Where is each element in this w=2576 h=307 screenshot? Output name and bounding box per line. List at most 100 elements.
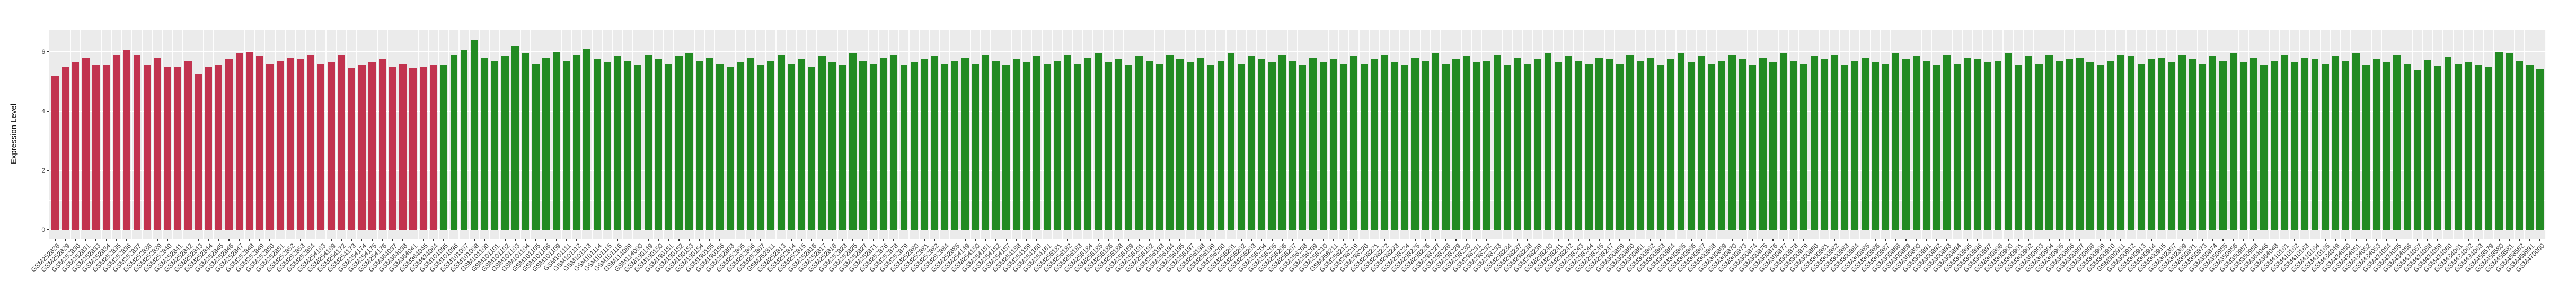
gridline-vertical (2002, 30, 2004, 239)
x-tick (85, 239, 86, 241)
x-tick (1005, 239, 1007, 241)
x-tick (1261, 239, 1263, 241)
x-tick (2376, 239, 2377, 241)
bar-GSM252879 (900, 65, 908, 230)
gridline-vertical (1154, 30, 1155, 239)
gridline-vertical (592, 30, 593, 239)
bar-GSM300903 (2035, 64, 2043, 230)
x-tick (2427, 239, 2428, 241)
x-tick (2222, 239, 2224, 241)
x-tick (699, 239, 700, 241)
gridline-vertical (867, 30, 869, 239)
bar-GSM364038 (399, 64, 407, 230)
bar-GSM300864 (1667, 59, 1674, 230)
gridline-vertical (1634, 30, 1636, 239)
gridline-vertical (479, 30, 480, 239)
bar-GSM190154 (695, 60, 703, 230)
gridline-vertical (1113, 30, 1114, 239)
bar-GSM300867 (1698, 56, 1705, 230)
gridline-vertical (1246, 30, 1247, 239)
bar-GSM350957 (2239, 62, 2247, 230)
x-tick (239, 239, 240, 241)
bar-GSM300886 (1872, 62, 1879, 230)
bar-GSM101100 (481, 58, 489, 230)
y-tick-label: 2 (41, 167, 45, 174)
bar-GSM190153 (685, 53, 693, 230)
gridline-vertical (1317, 30, 1319, 239)
gridline-vertical (1573, 30, 1574, 239)
x-tick (525, 239, 526, 241)
bar-GSM101103 (511, 46, 519, 230)
x-tick (832, 239, 833, 241)
bar-GSM252827 (859, 60, 867, 230)
gridline-vertical (90, 30, 92, 239)
bar-GSM300912 (2127, 56, 2135, 230)
x-tick (883, 239, 884, 241)
bar-GSM298222 (1381, 55, 1388, 230)
bar-GSM254150 (972, 64, 980, 230)
gridline-vertical (683, 30, 685, 239)
bar-GSM190155 (705, 58, 713, 230)
gridline-vertical (1839, 30, 1840, 239)
gridline-vertical (244, 30, 245, 239)
bar-GSM252815 (798, 59, 806, 230)
gridline-vertical (397, 30, 399, 239)
bar-GSM300911 (2117, 55, 2124, 230)
x-tick (1609, 239, 1610, 241)
gridline-vertical (642, 30, 644, 239)
x-tick (2028, 239, 2030, 241)
x-tick (1629, 239, 1630, 241)
bar-GSM101114 (593, 59, 601, 230)
gridline-vertical (1859, 30, 1860, 239)
gridline-vertical (796, 30, 797, 239)
gridline-vertical (1072, 30, 1073, 239)
gridline-vertical (959, 30, 961, 239)
bar-GSM300879 (1800, 64, 1807, 230)
gridline-vertical (2463, 30, 2464, 239)
gridline-vertical (2115, 30, 2116, 239)
x-tick (2437, 239, 2438, 241)
bar-GSM350873 (2199, 64, 2207, 230)
gridline-vertical (826, 30, 828, 239)
gridline-vertical (735, 30, 736, 239)
bar-GSM252843 (195, 74, 202, 230)
gridline-vertical (1215, 30, 1216, 239)
bar-GSM101106 (542, 58, 550, 230)
gridline-vertical (775, 30, 777, 239)
gridline-vertical (2401, 30, 2403, 239)
gridline-vertical (2309, 30, 2310, 239)
x-tick (1425, 239, 1426, 241)
bar-GSM252839 (154, 58, 161, 230)
bar-GSM252880 (910, 62, 918, 230)
bar-GSM252807 (757, 65, 764, 230)
x-tick (2079, 239, 2080, 241)
bar-GSM254163 (317, 64, 325, 230)
bar-GSM254159 (1023, 62, 1030, 230)
gridline-vertical (1962, 30, 1963, 239)
bar-GSM256207 (1289, 60, 1296, 230)
bar-GSM256185 (1095, 53, 1102, 230)
gridline-vertical (612, 30, 613, 239)
bar-GSM300915 (2158, 58, 2166, 230)
gridline-vertical (1982, 30, 1983, 239)
bar-GSM434052 (2362, 65, 2370, 230)
bar-GSM300892 (1933, 65, 1940, 230)
bar-GSM252876 (879, 58, 887, 230)
gridline-vertical (888, 30, 889, 239)
gridline-vertical (765, 30, 766, 239)
bar-GSM252841 (174, 67, 182, 230)
bar-GSM256212 (1340, 64, 1347, 230)
gridline-vertical (990, 30, 992, 239)
gridline-vertical (182, 30, 183, 239)
gridline-vertical (550, 30, 552, 239)
gridline-vertical (1256, 30, 1257, 239)
x-tick (1977, 239, 1978, 241)
bar-GSM298238 (1524, 64, 1531, 230)
x-tick (95, 239, 96, 241)
bar-GSM256186 (1105, 62, 1112, 230)
bar-GSM252852 (286, 58, 294, 230)
gridline-vertical (1133, 30, 1135, 239)
bar-GSM256203 (1248, 56, 1255, 230)
x-tick (760, 239, 761, 241)
x-tick (1302, 239, 1303, 241)
